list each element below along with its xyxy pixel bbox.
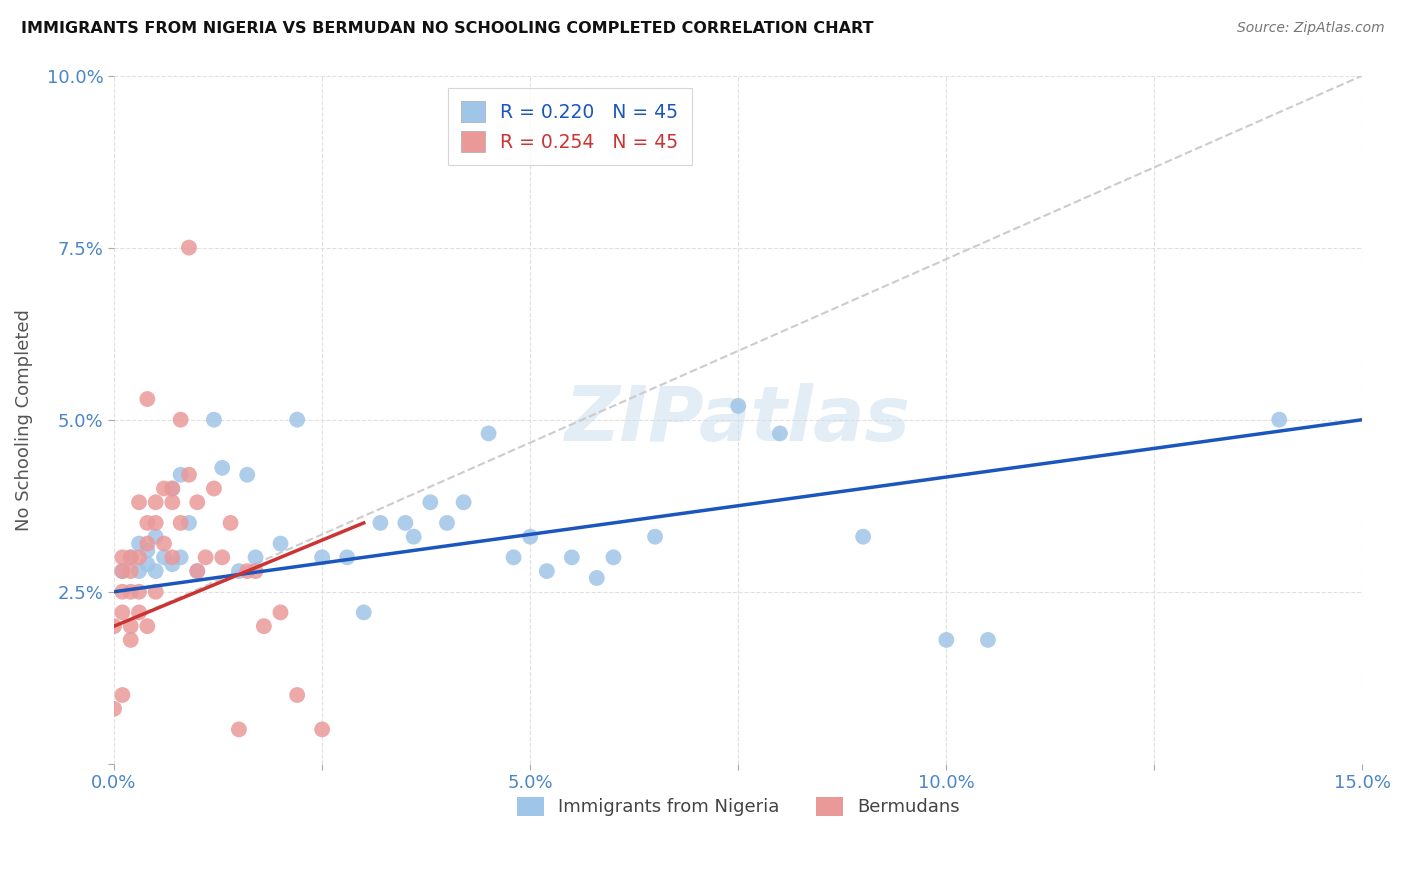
- Point: [219, 516, 242, 530]
- Point: [644, 530, 666, 544]
- Point: [285, 412, 308, 426]
- Point: [120, 584, 142, 599]
- Point: [162, 482, 184, 496]
- Point: [436, 516, 458, 530]
- Point: [162, 495, 184, 509]
- Point: [145, 530, 167, 544]
- Point: [128, 584, 150, 599]
- Point: [136, 392, 159, 406]
- Point: [136, 543, 159, 558]
- Point: [769, 426, 792, 441]
- Point: [186, 564, 208, 578]
- Point: [103, 702, 125, 716]
- Point: [128, 606, 150, 620]
- Point: [177, 241, 200, 255]
- Point: [186, 495, 208, 509]
- Point: [585, 571, 607, 585]
- Point: [402, 530, 425, 544]
- Point: [145, 564, 167, 578]
- Point: [211, 460, 233, 475]
- Point: [453, 495, 475, 509]
- Text: Source: ZipAtlas.com: Source: ZipAtlas.com: [1237, 21, 1385, 36]
- Point: [169, 412, 191, 426]
- Point: [145, 516, 167, 530]
- Point: [202, 412, 225, 426]
- Point: [120, 550, 142, 565]
- Point: [136, 619, 159, 633]
- Point: [111, 584, 134, 599]
- Point: [977, 632, 1000, 647]
- Legend: Immigrants from Nigeria, Bermudans: Immigrants from Nigeria, Bermudans: [509, 789, 967, 823]
- Point: [128, 536, 150, 550]
- Point: [128, 550, 150, 565]
- Point: [162, 482, 184, 496]
- Point: [111, 564, 134, 578]
- Point: [145, 584, 167, 599]
- Point: [478, 426, 501, 441]
- Point: [145, 495, 167, 509]
- Point: [370, 516, 392, 530]
- Point: [136, 516, 159, 530]
- Point: [502, 550, 524, 565]
- Point: [602, 550, 624, 565]
- Point: [111, 564, 134, 578]
- Point: [211, 550, 233, 565]
- Point: [169, 516, 191, 530]
- Point: [169, 467, 191, 482]
- Point: [245, 550, 267, 565]
- Point: [285, 688, 308, 702]
- Point: [128, 564, 150, 578]
- Point: [419, 495, 441, 509]
- Point: [253, 619, 276, 633]
- Point: [394, 516, 416, 530]
- Point: [852, 530, 875, 544]
- Point: [236, 564, 259, 578]
- Point: [561, 550, 583, 565]
- Y-axis label: No Schooling Completed: No Schooling Completed: [15, 309, 32, 531]
- Point: [111, 550, 134, 565]
- Point: [336, 550, 359, 565]
- Point: [270, 606, 292, 620]
- Point: [228, 564, 250, 578]
- Point: [162, 558, 184, 572]
- Point: [202, 482, 225, 496]
- Point: [136, 536, 159, 550]
- Point: [194, 550, 217, 565]
- Point: [186, 564, 208, 578]
- Point: [111, 606, 134, 620]
- Text: ZIPatlas: ZIPatlas: [565, 383, 911, 457]
- Point: [519, 530, 541, 544]
- Point: [236, 467, 259, 482]
- Point: [177, 516, 200, 530]
- Point: [136, 558, 159, 572]
- Point: [153, 482, 176, 496]
- Point: [120, 619, 142, 633]
- Point: [120, 632, 142, 647]
- Point: [245, 564, 267, 578]
- Text: IMMIGRANTS FROM NIGERIA VS BERMUDAN NO SCHOOLING COMPLETED CORRELATION CHART: IMMIGRANTS FROM NIGERIA VS BERMUDAN NO S…: [21, 21, 873, 37]
- Point: [162, 550, 184, 565]
- Point: [153, 550, 176, 565]
- Point: [128, 495, 150, 509]
- Point: [169, 550, 191, 565]
- Point: [228, 723, 250, 737]
- Point: [103, 619, 125, 633]
- Point: [353, 606, 375, 620]
- Point: [177, 467, 200, 482]
- Point: [120, 564, 142, 578]
- Point: [311, 550, 333, 565]
- Point: [1268, 412, 1291, 426]
- Point: [935, 632, 957, 647]
- Point: [311, 723, 333, 737]
- Point: [536, 564, 558, 578]
- Point: [270, 536, 292, 550]
- Point: [727, 399, 749, 413]
- Point: [120, 550, 142, 565]
- Point: [111, 688, 134, 702]
- Point: [153, 536, 176, 550]
